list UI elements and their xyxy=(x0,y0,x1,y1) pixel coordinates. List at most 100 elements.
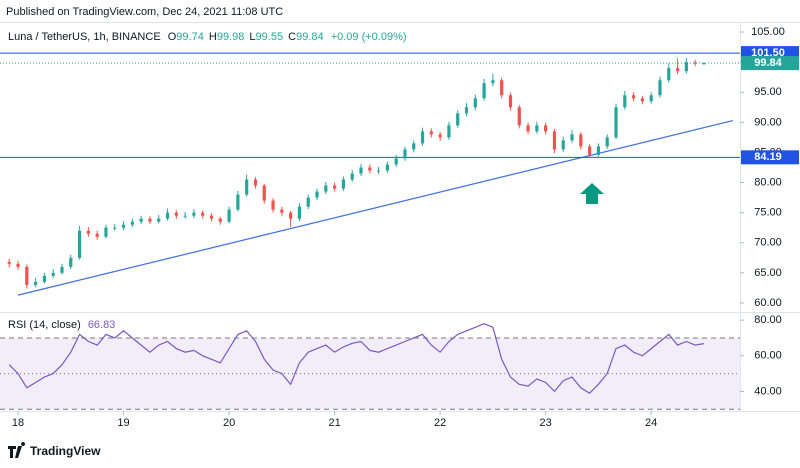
candle-body xyxy=(130,221,134,225)
label-h: H xyxy=(209,31,217,43)
candle-body xyxy=(667,68,671,81)
candle-body xyxy=(693,62,697,64)
candle-body xyxy=(86,230,90,234)
candle-body xyxy=(623,95,627,108)
candle-body xyxy=(7,262,11,264)
candle-body xyxy=(148,218,152,222)
candle-body xyxy=(280,209,284,213)
candle-body xyxy=(544,125,548,132)
x-tick-label: 19 xyxy=(117,417,129,429)
candle-body xyxy=(174,212,178,216)
candle-body xyxy=(245,179,249,195)
candle-body xyxy=(535,125,539,132)
candle-body xyxy=(640,98,644,102)
candle-body xyxy=(394,158,398,165)
candle-body xyxy=(341,179,345,189)
rsi-tick-label: 60.00 xyxy=(754,350,782,362)
candle-body xyxy=(227,209,231,222)
candle-body xyxy=(473,98,477,108)
y-tick-label: 90.00 xyxy=(754,116,782,128)
footer-text: TradingView xyxy=(30,444,101,458)
candle-body xyxy=(69,257,73,267)
candle-body xyxy=(42,275,47,282)
candle-body xyxy=(508,95,513,108)
rsi-line xyxy=(8,323,705,394)
trend-line xyxy=(17,119,734,296)
price-line-label: 101.50 xyxy=(751,47,785,59)
candle-body xyxy=(561,140,565,150)
candle-body xyxy=(262,185,266,201)
candle-body xyxy=(702,63,706,65)
x-tick-label: 21 xyxy=(328,417,340,429)
candle-body xyxy=(570,134,574,141)
header: Published on TradingView.com, Dec 24, 20… xyxy=(6,6,283,18)
y-tick-label: 75.00 xyxy=(754,207,782,219)
y-tick-label: 65.00 xyxy=(754,267,782,279)
change: +0.09 (+0.09%) xyxy=(331,31,407,43)
candle-body xyxy=(684,62,688,72)
y-tick-label: 80.00 xyxy=(754,176,782,188)
candle-body xyxy=(113,227,117,229)
candle-body xyxy=(77,230,82,258)
candle-body xyxy=(675,68,680,72)
last-price-label: 99.84 xyxy=(754,57,782,69)
x-tick-label: 24 xyxy=(645,417,657,429)
candle-body xyxy=(614,107,618,138)
candle-body xyxy=(596,146,601,155)
candle-body xyxy=(25,266,29,285)
candle-body xyxy=(218,218,222,222)
candle-body xyxy=(491,80,495,84)
candle-body xyxy=(403,149,407,159)
candle-body xyxy=(315,191,319,198)
legend: Luna / TetherUS, 1h, BINANCE O99.74 H99.… xyxy=(8,31,407,43)
candle-body xyxy=(456,113,460,126)
candle-body xyxy=(649,95,653,102)
rsi-label: RSI (14, close) xyxy=(8,319,81,331)
candle-body xyxy=(359,167,363,174)
close-value: 99.84 xyxy=(296,31,324,43)
candle-body xyxy=(297,206,302,219)
x-tick-label: 20 xyxy=(223,417,235,429)
high-value: 99.98 xyxy=(217,31,245,43)
time-axis-border xyxy=(0,411,800,412)
candle-body xyxy=(157,218,161,222)
candle-body xyxy=(420,131,425,144)
last-price-tag xyxy=(741,56,799,71)
candle-body xyxy=(385,164,389,171)
open-value: 99.74 xyxy=(176,31,204,43)
candle-body xyxy=(482,83,486,99)
candle-body xyxy=(271,200,275,210)
candle-body xyxy=(51,272,55,276)
low-value: 99.55 xyxy=(256,31,284,43)
y-tick-label: 70.00 xyxy=(754,237,782,249)
price-axis-border xyxy=(740,22,741,412)
candle-body xyxy=(289,212,293,219)
symbol: Luna / TetherUS, 1h, BINANCE xyxy=(8,31,161,43)
candle-body xyxy=(201,212,205,216)
rsi-last: 66.83 xyxy=(88,319,116,331)
candle-body xyxy=(121,224,126,228)
label-l: L xyxy=(249,31,255,43)
rsi-tick-label: 40.00 xyxy=(754,385,782,397)
candle-body xyxy=(253,179,258,186)
candle-body xyxy=(517,107,521,126)
candle-body xyxy=(631,95,636,99)
candle-body xyxy=(324,185,328,192)
candle-body xyxy=(429,131,433,135)
x-tick-label: 23 xyxy=(540,417,552,429)
pane-separator xyxy=(0,312,800,313)
candle-body xyxy=(139,218,143,222)
logo-icon xyxy=(8,442,26,458)
candle-body xyxy=(447,125,451,138)
label-c: C xyxy=(288,31,296,43)
candle-body xyxy=(236,194,240,210)
y-tick-label: 60.00 xyxy=(754,297,782,309)
candle-body xyxy=(464,107,469,114)
x-tick-label: 22 xyxy=(434,417,446,429)
candle-body xyxy=(350,173,354,180)
candle-body xyxy=(526,125,530,132)
candle-body xyxy=(34,281,38,285)
candle-body xyxy=(209,215,214,219)
candle-body xyxy=(412,143,416,150)
